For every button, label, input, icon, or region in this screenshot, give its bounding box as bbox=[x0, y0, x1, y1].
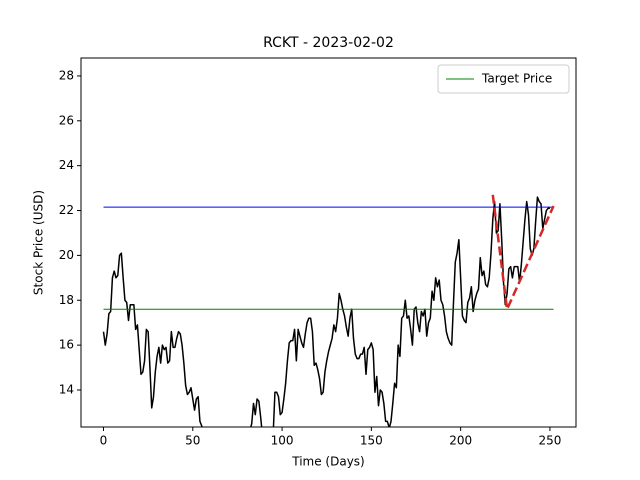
x-tick-label: 0 bbox=[100, 434, 108, 448]
chart-title: RCKT - 2023-02-02 bbox=[263, 35, 394, 51]
plot-area bbox=[102, 194, 555, 427]
y-tick-label: 18 bbox=[59, 293, 74, 307]
legend-box bbox=[437, 64, 570, 94]
series-line bbox=[102, 196, 550, 427]
y-tick-label: 14 bbox=[59, 382, 74, 396]
y-tick-label: 16 bbox=[59, 338, 74, 352]
x-axis-label: Time (Days) bbox=[291, 455, 365, 469]
y-tick-label: 22 bbox=[59, 203, 74, 217]
series-line bbox=[491, 194, 555, 311]
x-tick-label: 100 bbox=[271, 434, 294, 448]
y-tick-label: 28 bbox=[59, 68, 74, 82]
legend-label: Target Price bbox=[481, 72, 552, 86]
y-axis-label: Stock Price (USD) bbox=[32, 190, 46, 295]
y-tick-label: 24 bbox=[59, 158, 74, 172]
y-tick-label: 20 bbox=[59, 248, 74, 262]
x-tick-label: 250 bbox=[538, 434, 561, 448]
x-tick-label: 200 bbox=[449, 434, 472, 448]
axes-frame bbox=[80, 57, 577, 428]
x-tick-label: 150 bbox=[360, 434, 383, 448]
x-tick-label: 50 bbox=[185, 434, 200, 448]
y-tick-label: 26 bbox=[59, 113, 74, 127]
